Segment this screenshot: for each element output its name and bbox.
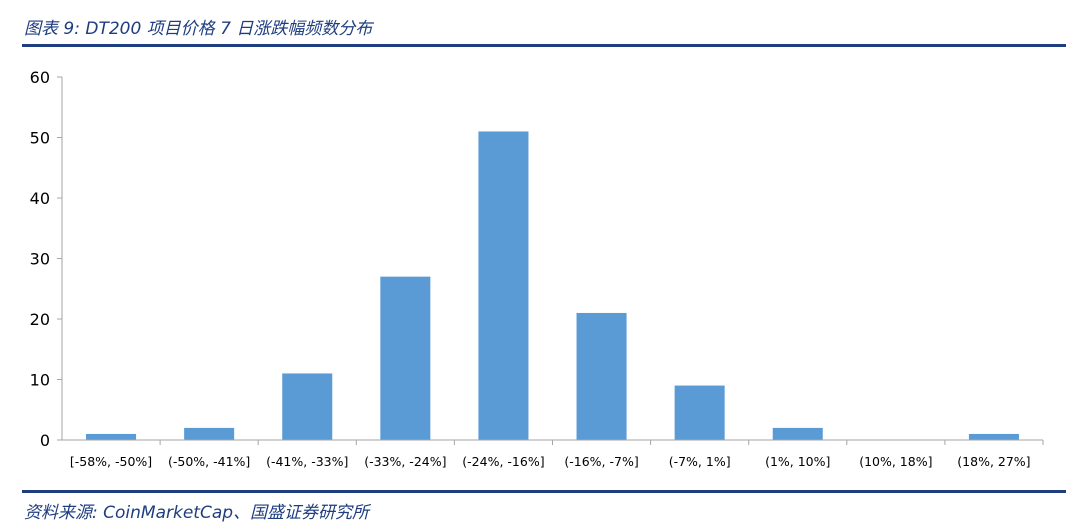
x-tick-label: (-41%, -33%]: [266, 454, 348, 469]
y-tick-label: 40: [30, 189, 50, 208]
x-tick-label: (-16%, -7%]: [564, 454, 638, 469]
x-tick-label: (10%, 18%]: [859, 454, 932, 469]
x-tick-label: (18%, 27%]: [957, 454, 1030, 469]
y-tick-label: 60: [30, 68, 50, 87]
y-tick-label: 50: [30, 129, 50, 148]
x-axis: [-58%, -50%] (-50%, -41%] (-41%, -33%] (-33…: [62, 439, 1044, 469]
x-tick-label: (-7%, 1%]: [669, 454, 731, 469]
bar: [380, 276, 431, 440]
bar: [184, 427, 235, 440]
y-tick-label: 20: [30, 310, 50, 329]
bar-chart: 0 10 20 30 40 50 60 [-58%, -50%] (-50%, -41%] (-…: [30, 68, 1044, 469]
bars: [86, 131, 1019, 440]
y-axis: 0 10 20 30 40 50 60: [30, 68, 63, 450]
bar: [772, 427, 823, 440]
bar: [282, 373, 333, 440]
source-divider: [22, 490, 1066, 493]
bar: [478, 131, 529, 440]
y-tick-label: 0: [40, 431, 50, 450]
bar: [576, 312, 627, 440]
bar: [86, 433, 137, 440]
x-tick-label: [-58%, -50%]: [70, 454, 152, 469]
figure-title: 图表 9: DT200 项目价格 7 日涨跌幅频数分布: [24, 19, 373, 39]
figure-source: 资料来源: CoinMarketCap、国盛证券研究所: [24, 503, 370, 523]
x-tick-label: (1%, 10%]: [765, 454, 830, 469]
bar: [968, 433, 1019, 440]
x-tick-label: (-24%, -16%]: [462, 454, 544, 469]
title-divider: [22, 44, 1066, 47]
y-tick-label: 10: [30, 371, 50, 390]
x-tick-label: (-50%, -41%]: [168, 454, 250, 469]
x-tick-label: (-33%, -24%]: [364, 454, 446, 469]
bar: [674, 385, 725, 440]
y-tick-label: 30: [30, 250, 50, 269]
